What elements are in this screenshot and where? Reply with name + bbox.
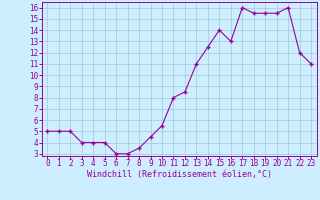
X-axis label: Windchill (Refroidissement éolien,°C): Windchill (Refroidissement éolien,°C) (87, 170, 272, 179)
